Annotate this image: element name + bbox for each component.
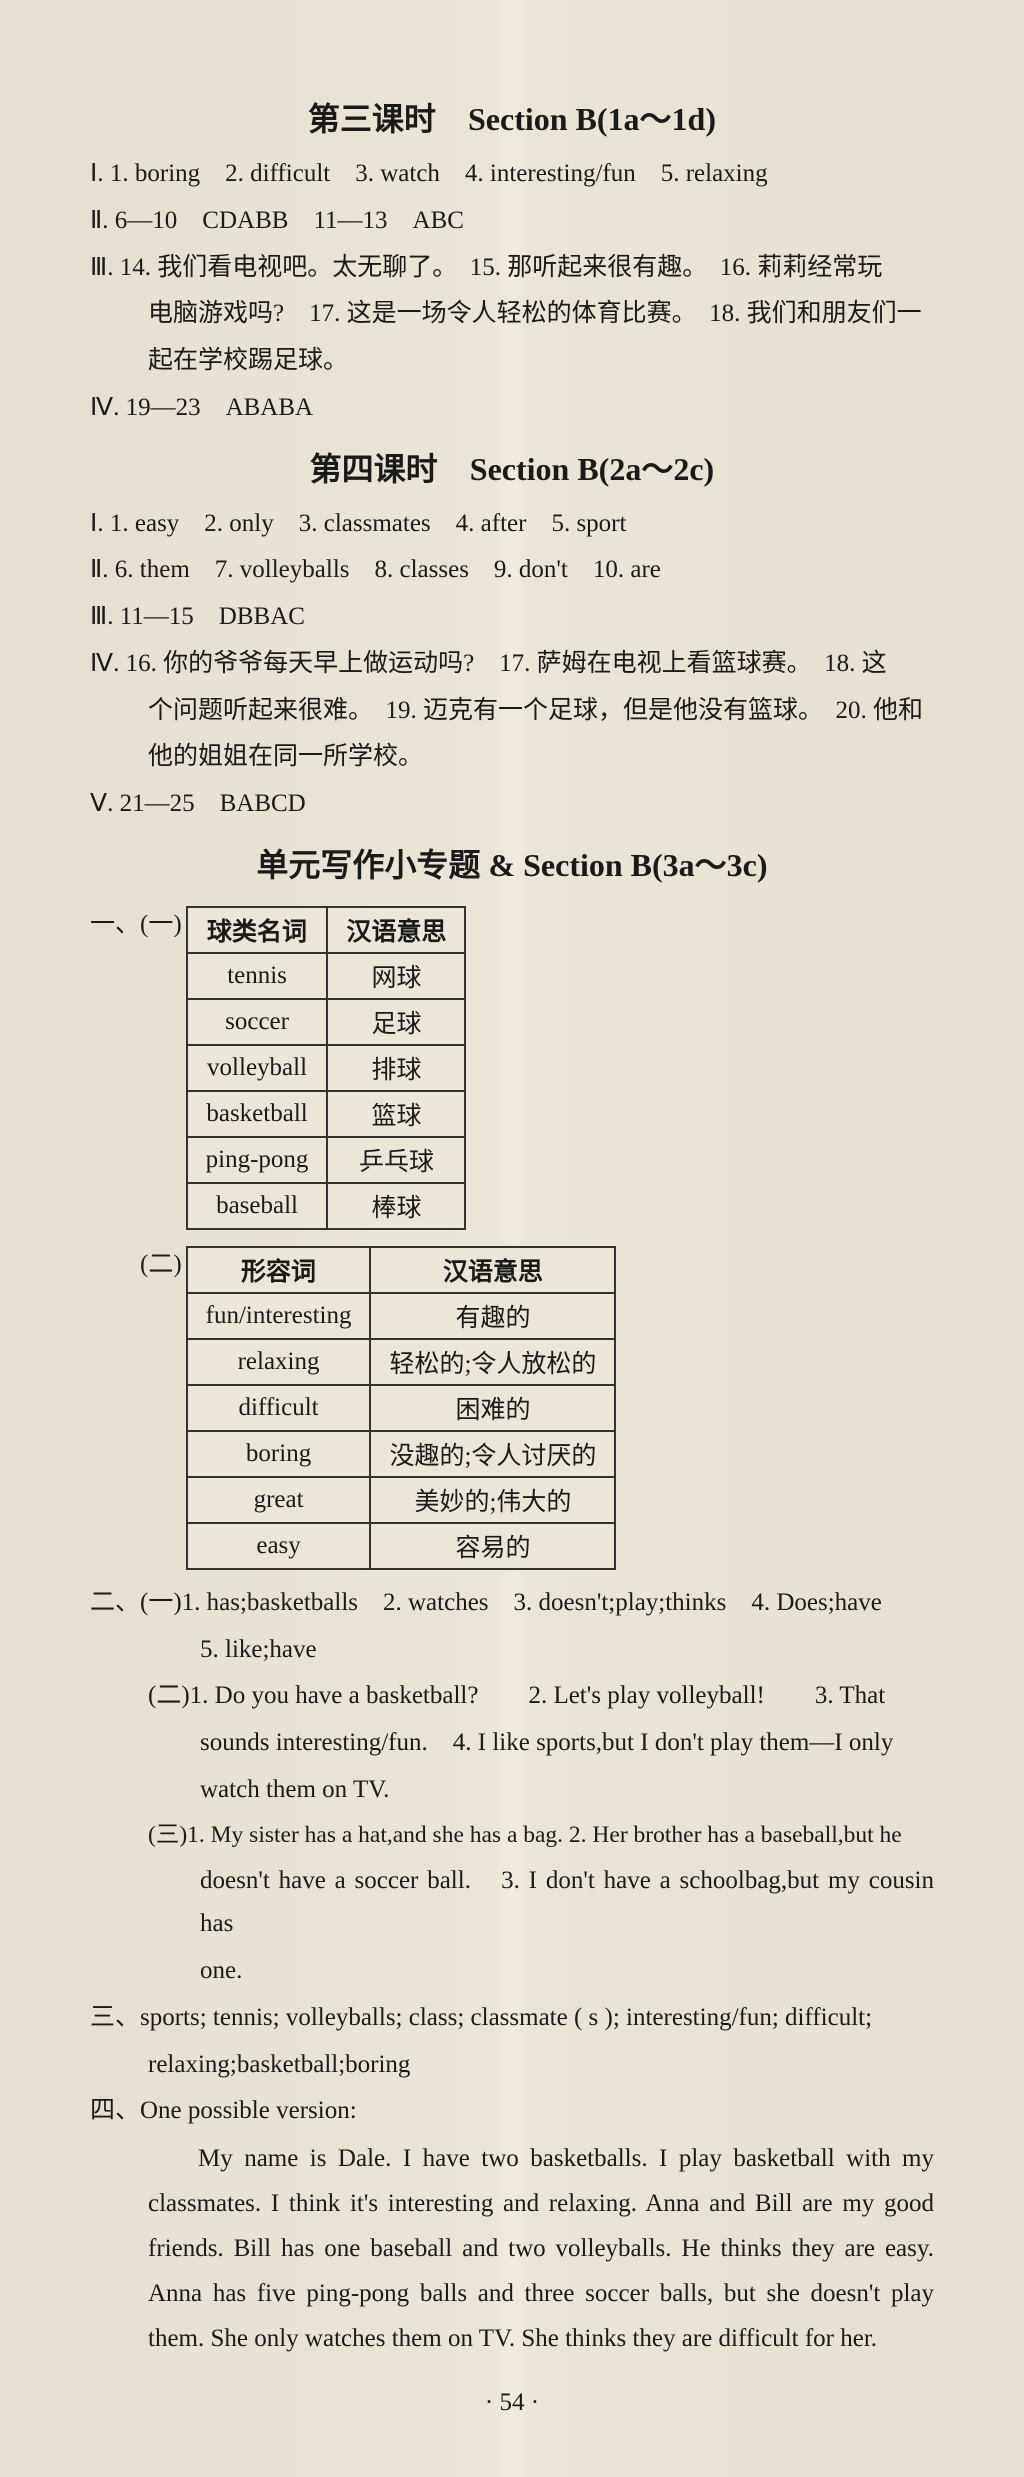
p3b: relaxing;basketball;boring xyxy=(90,2043,934,2087)
table-row: baseball棒球 xyxy=(187,1183,466,1229)
td: difficult xyxy=(187,1385,371,1431)
s4-r3: Ⅲ. 11—15 DBBAC xyxy=(90,595,934,639)
table2-wrap: (二) 形容词 汉语意思 fun/interesting有趣的 relaxing… xyxy=(140,1238,934,1578)
table-row: basketball篮球 xyxy=(187,1091,466,1137)
adj-table: 形容词 汉语意思 fun/interesting有趣的 relaxing轻松的;… xyxy=(186,1246,617,1570)
s3-r3b: 电脑游戏吗? 17. 这是一场令人轻松的体育比赛。 18. 我们和朋友们一 xyxy=(90,292,934,336)
td: tennis xyxy=(187,953,328,999)
td: 网球 xyxy=(327,953,465,999)
table-row: soccer足球 xyxy=(187,999,466,1045)
s4-r2: Ⅱ. 6. them 7. volleyballs 8. classes 9. … xyxy=(90,548,934,592)
section4-title: 第四课时 Section B(2a～2c) xyxy=(90,444,934,490)
p4-label: 四、One possible version: xyxy=(90,2089,934,2133)
s4-r4b: 个问题听起来很难。 19. 迈克有一个足球，但是他没有篮球。 20. 他和 xyxy=(90,689,934,733)
page-number: · 54 · xyxy=(90,2389,934,2417)
s3-r2: Ⅱ. 6—10 CDABB 11—13 ABC xyxy=(90,199,934,243)
p2-2b: sounds interesting/fun. 4. I like sports… xyxy=(90,1721,934,1765)
table-row: tennis网球 xyxy=(187,953,466,999)
table-row: fun/interesting有趣的 xyxy=(187,1293,616,1339)
table2-label: (二) xyxy=(140,1238,182,1280)
td: 篮球 xyxy=(327,1091,465,1137)
th-cn: 汉语意思 xyxy=(370,1247,615,1293)
td: ping-pong xyxy=(187,1137,328,1183)
table-row: easy容易的 xyxy=(187,1523,616,1569)
p2-3a: (三)1. My sister has a hat,and she has a … xyxy=(90,1815,934,1856)
td: great xyxy=(187,1477,371,1523)
td: relaxing xyxy=(187,1339,371,1385)
td: boring xyxy=(187,1431,371,1477)
td: volleyball xyxy=(187,1045,328,1091)
th-sport: 球类名词 xyxy=(187,907,328,953)
writing-title: 单元写作小专题 & Section B(3a～3c) xyxy=(90,840,934,886)
sports-table: 球类名词 汉语意思 tennis网球 soccer足球 volleyball排球… xyxy=(186,906,467,1230)
s4-r5: Ⅴ. 21—25 BABCD xyxy=(90,782,934,826)
p2-1a: 二、(一)1. has;basketballs 2. watches 3. do… xyxy=(90,1581,934,1625)
td: 困难的 xyxy=(370,1385,615,1431)
table1-label: 一、(一) xyxy=(90,898,182,940)
p3a: 三、sports; tennis; volleyballs; class; cl… xyxy=(90,1996,934,2040)
td: 容易的 xyxy=(370,1523,615,1569)
td: 美妙的;伟大的 xyxy=(370,1477,615,1523)
table-row: ping-pong乒乓球 xyxy=(187,1137,466,1183)
s3-r4: Ⅳ. 19—23 ABABA xyxy=(90,386,934,430)
table-row: volleyball排球 xyxy=(187,1045,466,1091)
s3-r3c: 起在学校踢足球。 xyxy=(90,339,934,383)
td: easy xyxy=(187,1523,371,1569)
page: 第三课时 Section B(1a～1d) Ⅰ. 1. boring 2. di… xyxy=(0,0,1024,2477)
td: 足球 xyxy=(327,999,465,1045)
td: 没趣的;令人讨厌的 xyxy=(370,1431,615,1477)
s4-r4c: 他的姐姐在同一所学校。 xyxy=(90,735,934,779)
th-cn: 汉语意思 xyxy=(327,907,465,953)
td: 排球 xyxy=(327,1045,465,1091)
table1-wrap: 一、(一) 球类名词 汉语意思 tennis网球 soccer足球 volley… xyxy=(90,898,934,1238)
p2-2c: watch them on TV. xyxy=(90,1768,934,1812)
table-row: relaxing轻松的;令人放松的 xyxy=(187,1339,616,1385)
table-row: difficult困难的 xyxy=(187,1385,616,1431)
td: fun/interesting xyxy=(187,1293,371,1339)
s4-r1: Ⅰ. 1. easy 2. only 3. classmates 4. afte… xyxy=(90,502,934,546)
p4-body: My name is Dale. I have two basketballs.… xyxy=(90,2136,934,2361)
td: 有趣的 xyxy=(370,1293,615,1339)
p2-3c: one. xyxy=(90,1949,934,1993)
s3-r3a: Ⅲ. 14. 我们看电视吧。太无聊了。 15. 那听起来很有趣。 16. 莉莉经… xyxy=(90,246,934,290)
s4-r4a: Ⅳ. 16. 你的爷爷每天早上做运动吗? 17. 萨姆在电视上看篮球赛。 18.… xyxy=(90,642,934,686)
s3-r1: Ⅰ. 1. boring 2. difficult 3. watch 4. in… xyxy=(90,152,934,196)
td: baseball xyxy=(187,1183,328,1229)
td: 乒乓球 xyxy=(327,1137,465,1183)
td: basketball xyxy=(187,1091,328,1137)
td: 棒球 xyxy=(327,1183,465,1229)
table-row: 形容词 汉语意思 xyxy=(187,1247,616,1293)
p2-2a: (二)1. Do you have a basketball? 2. Let's… xyxy=(90,1674,934,1718)
section3-title: 第三课时 Section B(1a～1d) xyxy=(90,94,934,140)
td: 轻松的;令人放松的 xyxy=(370,1339,615,1385)
table-row: 球类名词 汉语意思 xyxy=(187,907,466,953)
table-row: great美妙的;伟大的 xyxy=(187,1477,616,1523)
p2-3b: doesn't have a soccer ball. 3. I don't h… xyxy=(90,1859,934,1947)
table-row: boring没趣的;令人讨厌的 xyxy=(187,1431,616,1477)
td: soccer xyxy=(187,999,328,1045)
th-adj: 形容词 xyxy=(187,1247,371,1293)
p2-1b: 5. like;have xyxy=(90,1628,934,1672)
